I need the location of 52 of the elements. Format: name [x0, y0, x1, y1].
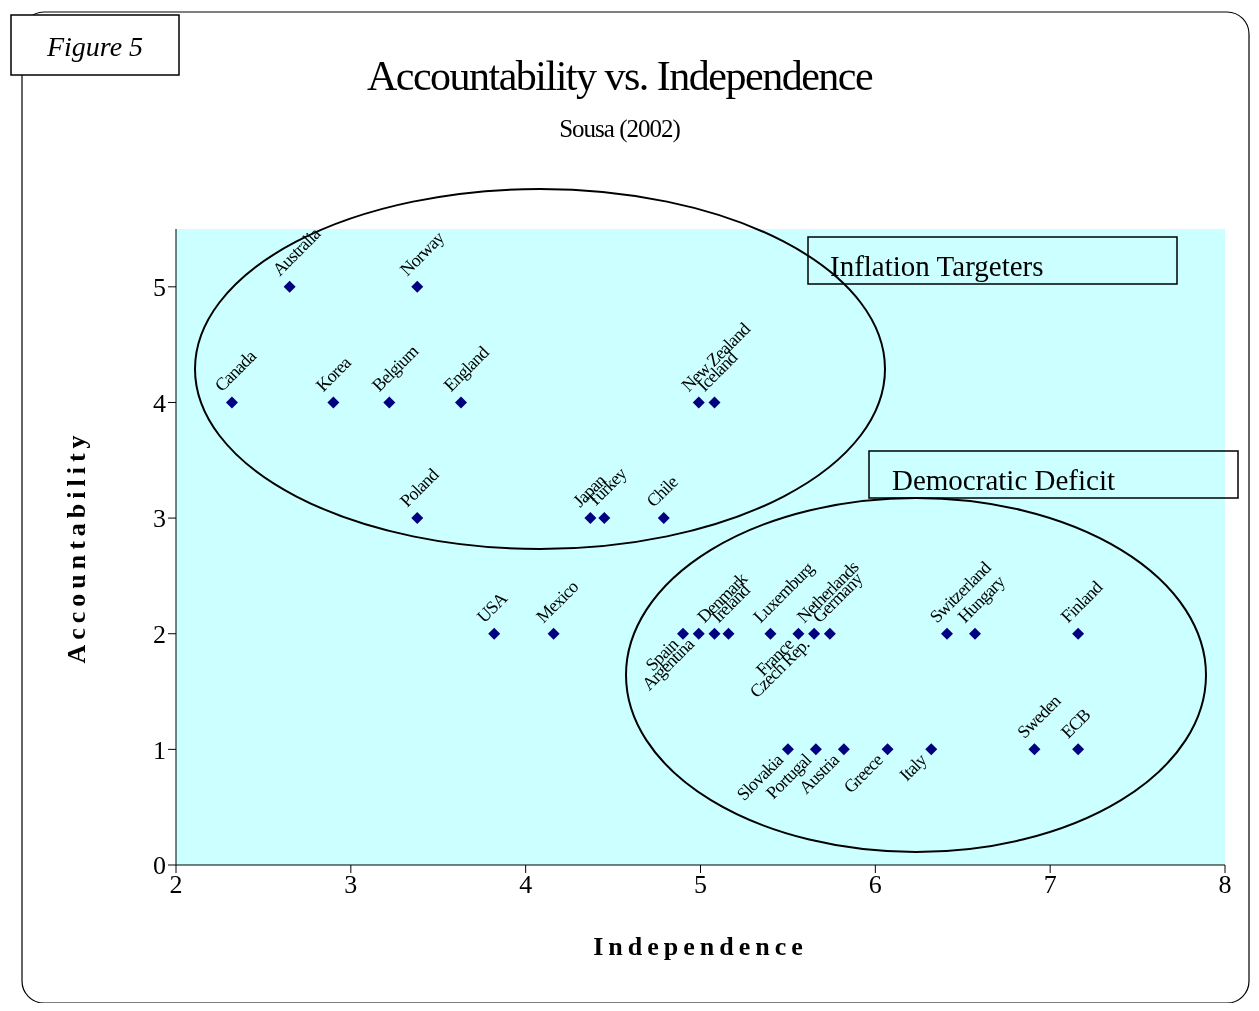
y-axis-title: Accountability	[62, 430, 92, 664]
x-tick-label: 5	[694, 870, 707, 900]
annotation: USA	[472, 588, 512, 627]
point	[968, 627, 981, 640]
y-tick-label: 4	[153, 388, 166, 418]
x-tick-label: 7	[1043, 870, 1057, 900]
point	[677, 627, 690, 640]
annotation: Inflation Targeters	[830, 250, 1044, 282]
point	[454, 396, 467, 409]
point	[1072, 627, 1085, 640]
point	[1028, 743, 1041, 756]
point	[823, 627, 836, 640]
x-tick-label: 8	[1218, 870, 1232, 900]
point	[411, 512, 424, 525]
point	[792, 627, 805, 640]
x-tick-label: 4	[519, 870, 533, 900]
point	[692, 396, 705, 409]
point	[383, 396, 396, 409]
point	[225, 396, 238, 409]
point	[722, 627, 735, 640]
y-tick-label: 0	[153, 851, 166, 881]
point	[283, 280, 296, 293]
point	[925, 743, 938, 756]
point	[411, 280, 424, 293]
annotation: Democratic Deficit	[892, 464, 1116, 496]
point	[692, 627, 705, 640]
point	[708, 627, 721, 640]
chart-subtitle: Sousa (2002)	[559, 115, 681, 143]
point	[881, 743, 894, 756]
point	[657, 512, 670, 525]
point	[488, 627, 501, 640]
point	[837, 743, 850, 756]
point	[584, 512, 597, 525]
caption: Figure 5	[45, 31, 144, 62]
point	[598, 512, 611, 525]
point	[764, 627, 777, 640]
y-tick-label: 3	[153, 504, 166, 534]
point	[941, 627, 954, 640]
x-tick-label: 3	[344, 870, 358, 900]
annotation: Italy	[895, 749, 931, 785]
y-tick-label: 2	[153, 619, 166, 649]
x-tick-label: 6	[868, 870, 882, 900]
point	[808, 627, 821, 640]
point	[327, 396, 340, 409]
chart-title: Accountability vs. Independence	[366, 53, 873, 99]
y-tick-label: 1	[153, 735, 166, 765]
point	[708, 396, 721, 409]
y-tick-label: 5	[153, 273, 166, 303]
point	[547, 627, 560, 640]
point	[1072, 743, 1085, 756]
x-axis-title: Independence	[593, 932, 808, 961]
annotation: Chile	[642, 471, 682, 511]
